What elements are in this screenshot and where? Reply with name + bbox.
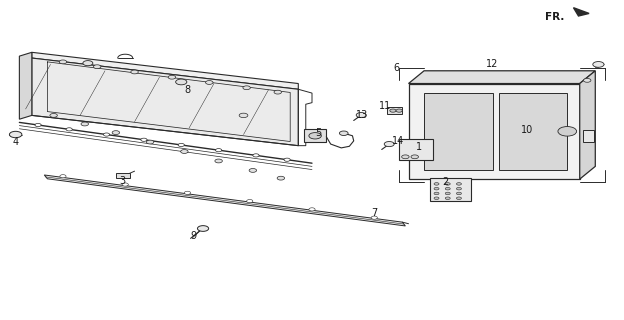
Circle shape (434, 197, 439, 199)
Polygon shape (580, 71, 595, 179)
Circle shape (81, 122, 89, 126)
Text: 3: 3 (119, 176, 125, 186)
Circle shape (215, 148, 222, 152)
Circle shape (446, 188, 451, 190)
FancyBboxPatch shape (304, 129, 326, 141)
Circle shape (66, 128, 72, 131)
Circle shape (205, 81, 213, 84)
Text: 14: 14 (392, 136, 404, 146)
Circle shape (168, 75, 175, 79)
Circle shape (593, 61, 604, 67)
FancyBboxPatch shape (387, 108, 402, 114)
Circle shape (583, 78, 591, 82)
Circle shape (446, 183, 451, 185)
Circle shape (456, 183, 461, 185)
Circle shape (309, 132, 321, 139)
FancyBboxPatch shape (583, 130, 594, 142)
Text: 2: 2 (443, 177, 449, 187)
Circle shape (434, 183, 439, 185)
Circle shape (274, 90, 281, 94)
Polygon shape (499, 93, 567, 170)
Polygon shape (409, 84, 580, 179)
Polygon shape (44, 175, 406, 226)
Circle shape (456, 192, 461, 195)
Circle shape (59, 60, 67, 64)
Circle shape (197, 226, 208, 231)
Circle shape (9, 131, 22, 138)
Circle shape (122, 183, 129, 186)
Circle shape (284, 158, 290, 161)
Circle shape (94, 65, 101, 68)
Text: 13: 13 (356, 110, 368, 120)
Text: 9: 9 (191, 231, 197, 242)
Circle shape (50, 114, 57, 117)
Polygon shape (424, 93, 492, 170)
Circle shape (104, 133, 110, 136)
Circle shape (141, 138, 147, 141)
Text: FR.: FR. (545, 12, 565, 22)
Circle shape (175, 79, 187, 85)
Circle shape (180, 149, 188, 153)
Circle shape (83, 60, 93, 66)
Circle shape (309, 208, 315, 211)
Circle shape (339, 131, 348, 135)
Circle shape (178, 143, 184, 147)
FancyBboxPatch shape (431, 179, 470, 201)
Circle shape (371, 216, 378, 219)
Text: 11: 11 (379, 101, 392, 111)
Circle shape (60, 175, 66, 178)
Text: 8: 8 (185, 85, 190, 95)
Circle shape (184, 191, 190, 195)
Polygon shape (32, 52, 298, 89)
FancyBboxPatch shape (116, 173, 130, 178)
Circle shape (558, 126, 577, 136)
FancyBboxPatch shape (399, 139, 434, 160)
Text: 6: 6 (393, 63, 399, 73)
Text: 1: 1 (416, 142, 422, 152)
Circle shape (456, 188, 461, 190)
Circle shape (402, 155, 409, 159)
Polygon shape (32, 58, 298, 146)
Text: 10: 10 (520, 125, 533, 135)
Circle shape (446, 197, 451, 199)
Circle shape (215, 159, 222, 163)
Circle shape (434, 188, 439, 190)
Circle shape (246, 199, 253, 203)
Circle shape (239, 113, 248, 118)
Polygon shape (409, 71, 595, 84)
Text: 4: 4 (12, 138, 19, 148)
Circle shape (384, 141, 394, 147)
Circle shape (390, 109, 396, 112)
Circle shape (243, 86, 250, 90)
Circle shape (434, 192, 439, 195)
Circle shape (456, 197, 461, 199)
Circle shape (446, 192, 451, 195)
Polygon shape (573, 8, 589, 16)
Circle shape (131, 70, 139, 74)
Circle shape (112, 131, 120, 134)
Polygon shape (19, 52, 32, 119)
Circle shape (356, 113, 366, 118)
Text: 5: 5 (315, 128, 321, 138)
Circle shape (253, 154, 259, 157)
Circle shape (249, 169, 256, 172)
Circle shape (411, 155, 419, 159)
Circle shape (147, 140, 154, 144)
Circle shape (35, 124, 41, 127)
Circle shape (396, 109, 402, 112)
Circle shape (277, 176, 285, 180)
Text: 12: 12 (486, 60, 499, 69)
Text: 7: 7 (371, 208, 378, 218)
